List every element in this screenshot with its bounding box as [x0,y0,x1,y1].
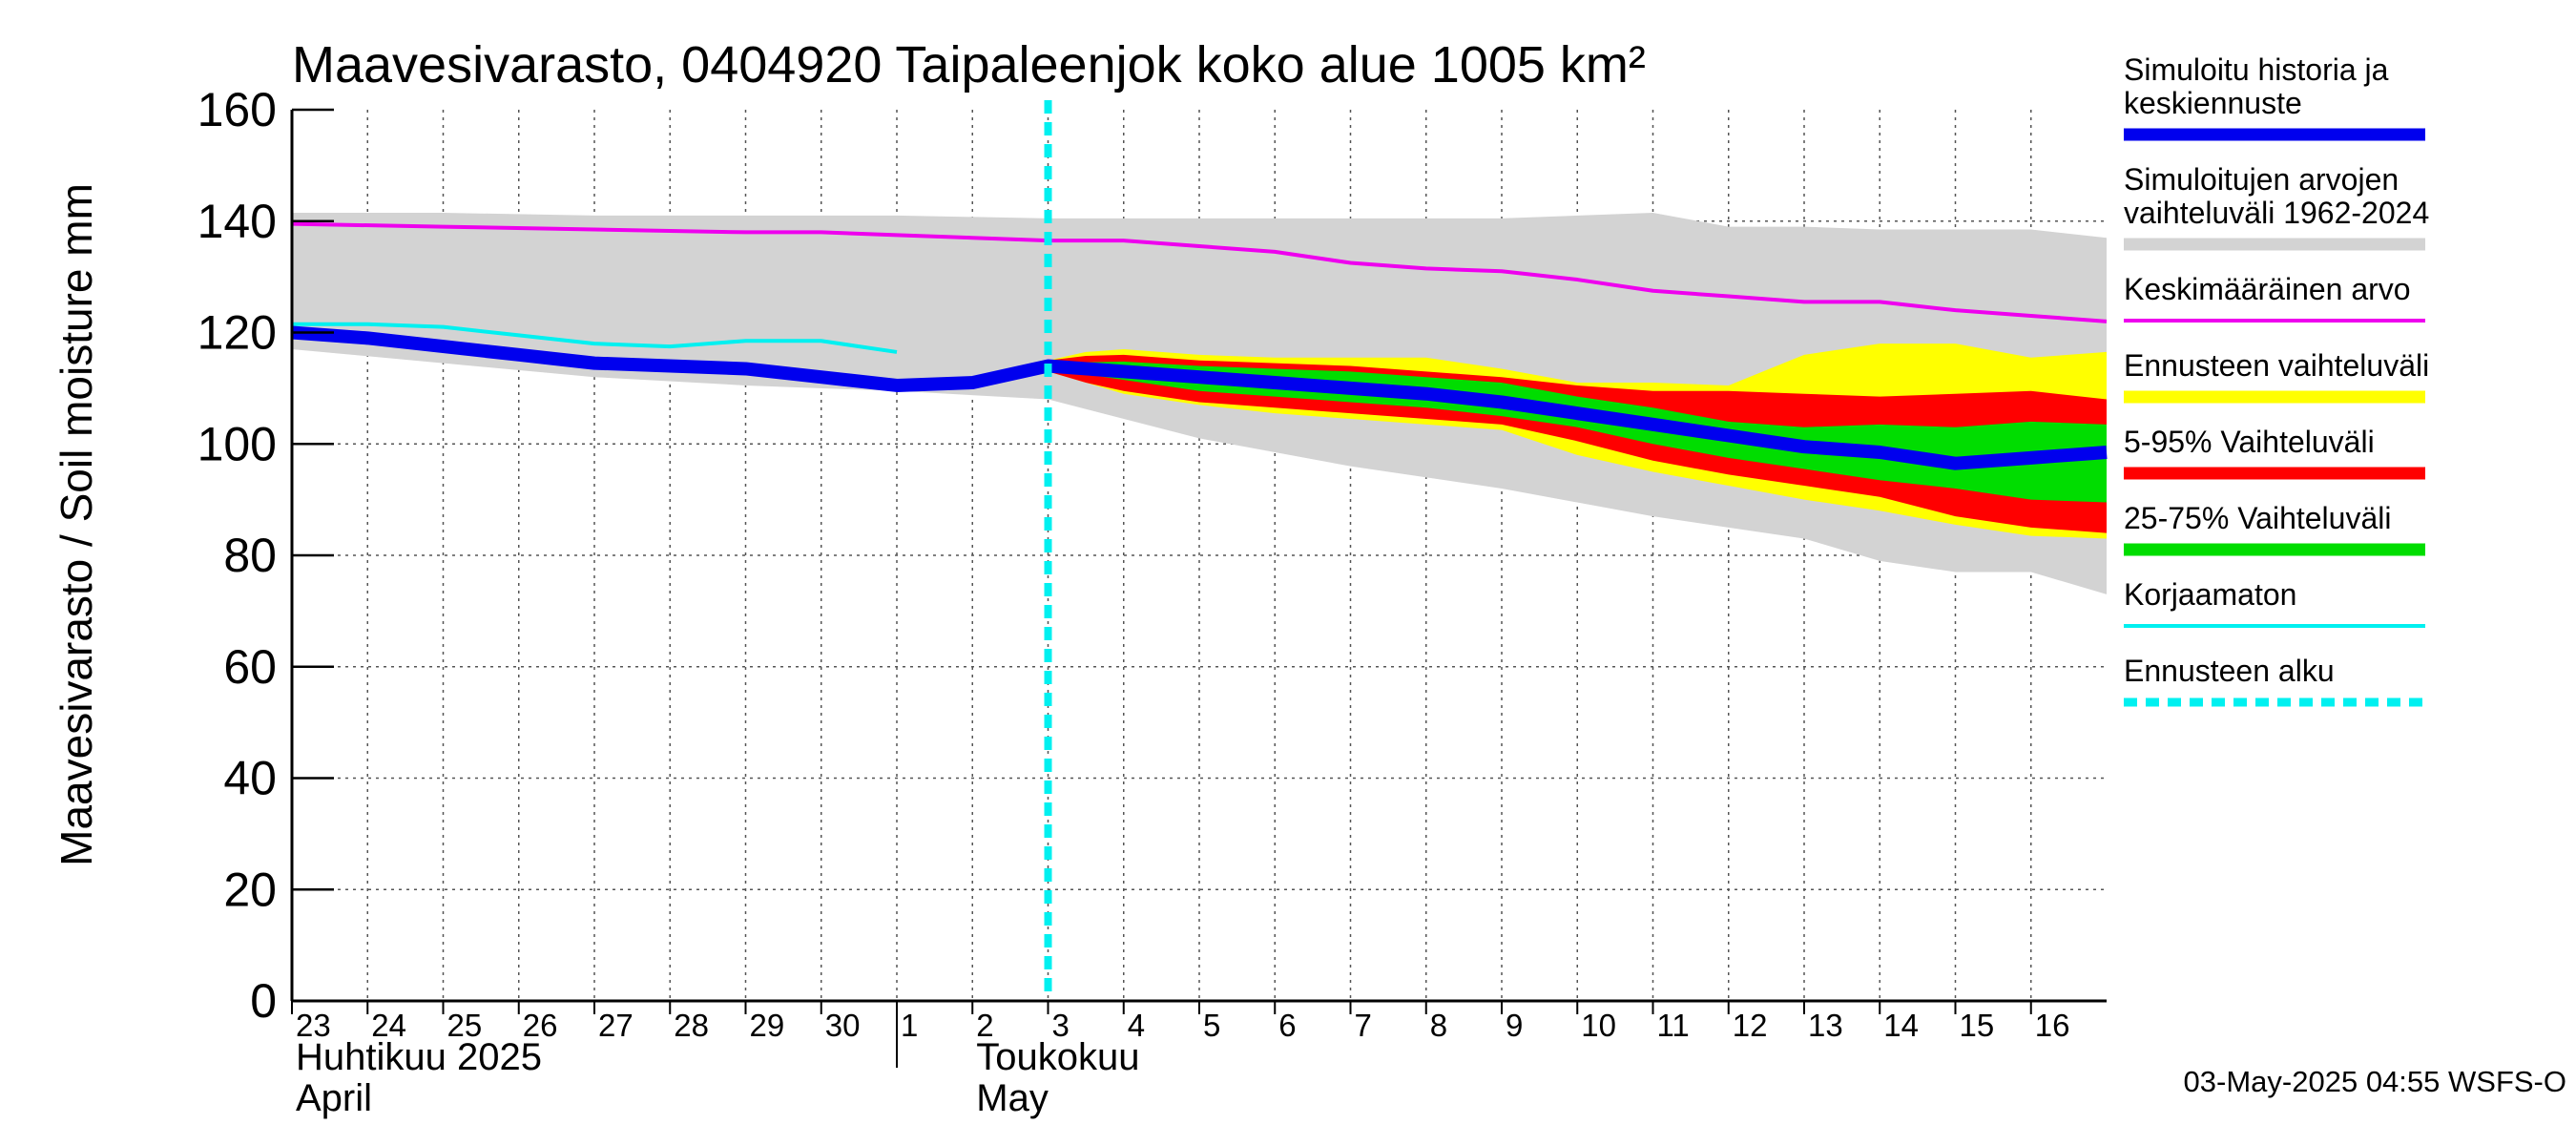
legend-label-line2: keskiennuste [2124,86,2302,120]
x-tick-label: 10 [1581,1008,1616,1043]
x-tick-label: 23 [296,1008,331,1043]
y-tick-label: 20 [223,863,277,916]
legend-label: 25-75% Vaihteluväli [2124,501,2391,535]
legend-label-line2: vaihteluväli 1962-2024 [2124,196,2429,230]
line-simuloitu-historia-ja-keskiennuste [291,325,2108,470]
x-tick-label: 30 [825,1008,861,1043]
legend-label: Keskimääräinen arvo [2124,272,2411,306]
y-tick-label: 120 [197,306,277,360]
legend-label: 5-95% Vaihteluväli [2124,425,2375,459]
x-tick-label: 3 [1052,1008,1070,1043]
x-tick-label: 12 [1733,1008,1768,1043]
grid [292,110,2107,1001]
line-keskim-r-inen-arvo [291,221,2108,323]
y-tick-label: 160 [197,83,277,136]
month-label-en: May [976,1077,1049,1119]
legend-label: Korjaamaton [2124,577,2296,612]
band-5-95-vaihteluv-li [1048,354,2107,533]
x-tick-label: 7 [1355,1008,1372,1043]
x-tick-label: 15 [1960,1008,1995,1043]
x-tick-label: 2 [976,1008,993,1043]
x-tick-label: 26 [523,1008,558,1043]
x-tick-label: 29 [750,1008,785,1043]
x-tick-label: 1 [901,1008,918,1043]
chart-title: Maavesivarasto, 0404920 Taipaleenjok kok… [292,36,1646,94]
legend-label: Simuloitu historia ja [2124,52,2389,87]
x-tick-label: 6 [1278,1008,1296,1043]
month-label-en: April [296,1077,372,1119]
legend-label: Ennusteen vaihteluväli [2124,348,2429,383]
y-tick-label: 80 [223,529,277,582]
x-tick-label: 25 [447,1008,483,1043]
x-tick-label: 28 [674,1008,709,1043]
legend-label: Ennusteen alku [2124,654,2335,688]
x-tick-label: 27 [598,1008,634,1043]
month-label: Huhtikuu 2025 [296,1036,542,1078]
line-korjaamaton [292,322,898,354]
y-tick-label: 40 [223,752,277,805]
y-tick-label: 60 [223,640,277,694]
y-axis-label: Maavesivarasto / Soil moisture mm [52,183,101,866]
x-tick-label: 24 [371,1008,406,1043]
y-tick-label: 140 [197,195,277,248]
y-tick-label: 0 [250,974,277,1028]
x-tick-label: 13 [1808,1008,1843,1043]
x-tick-label: 16 [2035,1008,2070,1043]
series-layer [291,100,2108,1001]
x-tick-label: 5 [1203,1008,1220,1043]
month-label: Toukokuu [976,1036,1139,1078]
x-tick-label: 4 [1128,1008,1145,1043]
x-tick-label: 11 [1657,1008,1690,1043]
x-tick-label: 8 [1430,1008,1447,1043]
band-25-75-vaihteluv-li [1048,361,2107,503]
y-tick-label: 100 [197,417,277,470]
legend-label: Simuloitujen arvojen [2124,162,2399,197]
timestamp-label: 03-May-2025 04:55 WSFS-O [2184,1065,2566,1098]
x-tick-label: 14 [1883,1008,1919,1043]
x-tick-label: 9 [1506,1008,1523,1043]
